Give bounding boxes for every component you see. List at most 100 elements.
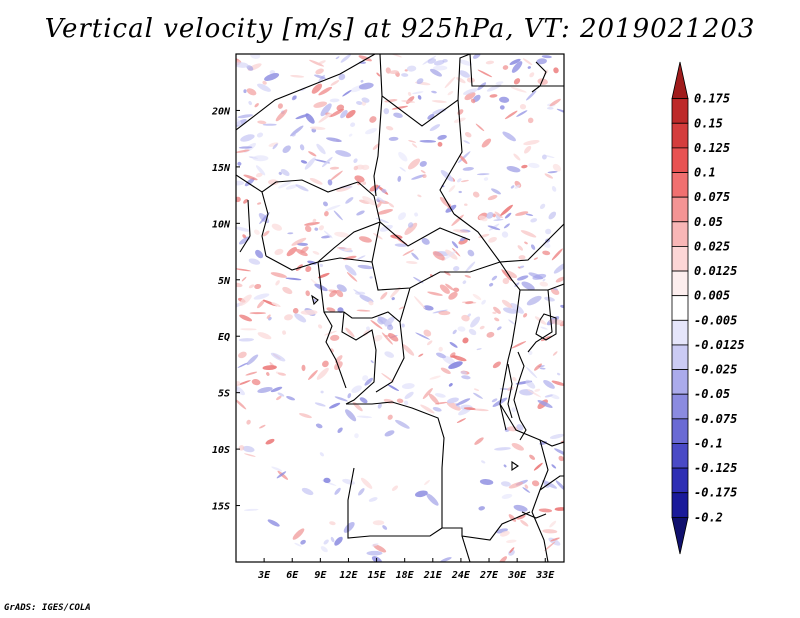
field-patch <box>370 360 374 364</box>
lake-outline <box>535 313 557 341</box>
field-patch <box>513 153 521 161</box>
field-patch <box>254 103 259 108</box>
field-patch <box>404 222 418 235</box>
field-patch <box>499 105 505 110</box>
field-patch <box>277 470 289 480</box>
field-patch <box>401 73 409 77</box>
field-patch <box>368 497 378 502</box>
field-patch <box>508 481 524 489</box>
field-patch <box>286 247 297 257</box>
field-patch <box>407 91 412 97</box>
field-patch <box>254 283 262 290</box>
field-patch <box>314 227 319 231</box>
colorbar-swatch <box>671 369 689 395</box>
field-patch <box>301 487 314 496</box>
field-patch <box>254 229 260 235</box>
field-patch <box>542 278 546 282</box>
field-patch <box>238 351 247 359</box>
field-patch <box>501 269 512 282</box>
field-patch <box>501 493 513 499</box>
field-patch <box>381 373 395 383</box>
field-patch <box>330 334 340 341</box>
field-patch <box>524 145 532 154</box>
field-patch <box>246 419 251 425</box>
colorbar-swatch <box>671 122 689 149</box>
field-patch <box>541 154 547 160</box>
field-patch <box>465 261 476 273</box>
field-patch <box>479 325 485 330</box>
field-patch <box>266 372 270 376</box>
country-borders <box>236 54 564 562</box>
field-patch <box>422 174 427 179</box>
field-patch <box>464 132 472 138</box>
field-patch <box>417 194 422 198</box>
field-patch <box>422 387 433 400</box>
field-patch <box>329 402 341 409</box>
field-patch <box>513 78 521 85</box>
field-patch <box>270 386 283 393</box>
border-line <box>439 99 463 215</box>
field-patch <box>456 418 466 424</box>
colorbar-swatch <box>671 516 689 555</box>
lat-tick-label: EQ <box>218 332 230 343</box>
field-patch <box>345 197 354 204</box>
colorbar-swatch <box>671 270 689 297</box>
field-patch <box>390 286 401 298</box>
field-patch <box>542 250 551 256</box>
field-patch <box>462 280 467 285</box>
field-patch <box>432 309 448 314</box>
field-patch <box>264 73 280 81</box>
field-patch <box>376 202 382 208</box>
field-patch <box>519 103 527 110</box>
field-patch <box>491 398 498 403</box>
field-patch <box>437 134 447 140</box>
field-patch <box>345 109 356 119</box>
field-patch <box>558 455 564 462</box>
field-patch <box>488 236 497 243</box>
field-patch <box>330 536 335 543</box>
field-patch <box>470 98 476 104</box>
lat-tick-label: 15N <box>212 163 231 174</box>
field-patch <box>502 277 510 285</box>
lat-axis: 20N 15N 10N 5N EQ 5S 10S 15S <box>211 106 240 513</box>
field-patch <box>463 407 476 410</box>
field-patch <box>407 222 414 228</box>
field-patch <box>415 490 428 498</box>
field-patch <box>419 160 427 167</box>
field-patch <box>249 312 266 315</box>
field-patch <box>237 114 254 119</box>
field-patch <box>494 447 511 451</box>
field-patch <box>329 290 337 298</box>
colorbar-swatch <box>671 319 689 346</box>
field-patch <box>523 313 528 318</box>
field-patch <box>516 110 528 117</box>
field-patch <box>344 247 352 252</box>
field-patch <box>391 485 399 491</box>
field-patch <box>492 361 501 369</box>
field-patch <box>391 105 409 110</box>
field-patch <box>434 393 446 398</box>
field-patch <box>360 477 373 489</box>
field-patch <box>515 211 529 216</box>
field-patch <box>458 70 470 78</box>
border-line <box>539 475 564 491</box>
border-line <box>499 289 521 431</box>
field-patch <box>446 401 461 411</box>
field-patch <box>292 528 305 540</box>
field-patch <box>525 379 536 389</box>
field-patch <box>486 331 495 338</box>
field-patch <box>549 433 564 439</box>
field-patch <box>470 316 481 328</box>
field-patch <box>463 140 470 144</box>
field-patch <box>493 306 501 314</box>
colorbar-swatch <box>671 344 689 370</box>
field-patch <box>236 381 241 387</box>
credit-label: GrADS: IGES/COLA <box>4 603 91 613</box>
field-patch <box>487 225 501 231</box>
field-patch <box>245 371 258 376</box>
field-patch <box>300 539 306 545</box>
field-patch <box>432 108 447 115</box>
border-line <box>531 511 549 562</box>
field-patch <box>327 179 333 186</box>
field-patch <box>420 404 435 414</box>
